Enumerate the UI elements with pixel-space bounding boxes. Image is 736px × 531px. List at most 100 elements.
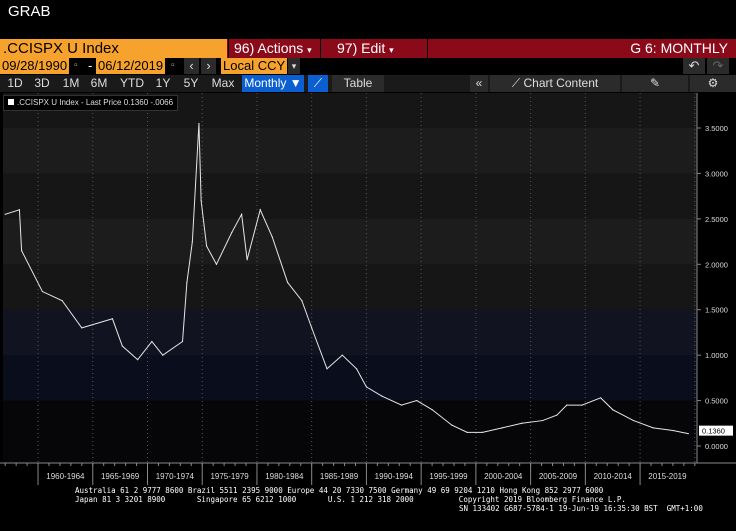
x-tick-label: 1975-1979 <box>210 472 249 481</box>
data-point <box>311 327 313 329</box>
y-tick-label: 0.5000 <box>705 397 728 406</box>
data-point <box>231 231 233 234</box>
data-point <box>672 429 674 432</box>
plot-band <box>3 309 697 356</box>
data-point <box>355 368 358 370</box>
data-point <box>400 404 403 406</box>
next-button[interactable]: › <box>201 58 216 74</box>
date-separator: - <box>88 58 93 73</box>
ticker-input[interactable]: .CCISPX U Index <box>0 39 227 58</box>
data-point <box>365 386 368 388</box>
data-point <box>566 404 568 406</box>
end-date-input[interactable]: 06/12/2019 <box>96 58 166 74</box>
data-point <box>21 250 23 252</box>
x-tick-label: 2010-2014 <box>594 472 633 481</box>
data-point <box>416 399 418 402</box>
data-point <box>151 340 153 343</box>
data-point <box>542 419 544 422</box>
data-point <box>521 422 523 424</box>
x-tick-label: 1980-1984 <box>265 472 304 481</box>
data-point <box>111 318 114 320</box>
data-point <box>287 281 289 284</box>
data-point <box>481 431 484 433</box>
range-1m[interactable]: 1M <box>62 76 80 90</box>
range-ytd[interactable]: YTD <box>120 76 144 90</box>
footer-line-2: Japan 81 3 3201 8900 Singapore 65 6212 1… <box>75 495 626 504</box>
range-1d[interactable]: 1D <box>7 76 23 90</box>
y-tick-label: 1.5000 <box>705 306 728 315</box>
price-chart[interactable]: 1960-1964 1965-1969 1970-1974 1975-1979 1980… <box>0 93 736 485</box>
period-select[interactable]: Monthly ▼ <box>242 75 304 92</box>
chevron-down-icon[interactable]: ▾ <box>288 58 300 74</box>
collapse-button[interactable]: « <box>470 75 488 92</box>
plot-band <box>3 446 697 463</box>
x-tick-label: 1985-1989 <box>320 472 359 481</box>
x-tick-label: 1960-1964 <box>46 472 85 481</box>
data-point <box>18 209 21 211</box>
plot-band <box>3 400 697 446</box>
data-point <box>600 397 602 399</box>
prev-button[interactable]: ‹ <box>184 58 199 74</box>
x-tick-label: 2015-2019 <box>648 472 687 481</box>
data-point <box>186 281 188 284</box>
chart-content-button[interactable]: ⟋ Chart Content <box>490 75 620 92</box>
calendar-icon[interactable]: ▫ <box>171 60 175 71</box>
data-point <box>581 404 583 406</box>
data-point <box>612 409 614 411</box>
calendar-icon[interactable]: ▫ <box>74 60 78 71</box>
data-point <box>81 327 83 329</box>
annotate-icon[interactable]: ✎ <box>622 75 688 92</box>
redo-button[interactable]: ↷ <box>707 58 729 74</box>
data-point <box>4 213 6 215</box>
y-tick-label: 1.0000 <box>705 351 728 360</box>
data-point <box>381 395 383 397</box>
page-title: G 6: MONTHLY <box>630 40 728 56</box>
data-point <box>246 259 248 261</box>
edit-label: 97) Edit <box>337 40 386 56</box>
currency-select[interactable]: Local CCY <box>221 58 287 74</box>
y-tick-label: 2.0000 <box>705 260 728 269</box>
data-point <box>326 368 328 370</box>
y-tick-label: 3.0000 <box>705 169 728 178</box>
gear-icon[interactable]: ⚙ <box>690 75 736 92</box>
last-price-label: 0.1360 <box>702 427 725 436</box>
data-point <box>271 236 273 238</box>
x-tick-label: 1995-1999 <box>429 472 468 481</box>
data-point <box>259 209 261 211</box>
data-point <box>137 359 139 361</box>
actions-label: 96) Actions <box>234 40 304 56</box>
table-button[interactable]: Table <box>332 75 384 92</box>
undo-button[interactable]: ↶ <box>683 58 705 74</box>
range-5y[interactable]: 5Y <box>183 76 199 90</box>
data-point <box>451 424 453 426</box>
y-tick-label: 0.0000 <box>705 442 728 451</box>
data-point <box>431 409 433 411</box>
x-tick-label: 1965-1969 <box>101 472 140 481</box>
x-tick-label: 1990-1994 <box>375 472 414 481</box>
data-point <box>466 431 468 433</box>
data-point <box>206 245 208 247</box>
y-tick-label: 3.5000 <box>705 124 728 133</box>
range-1y[interactable]: 1Y <box>155 76 171 90</box>
x-tick-label: 2000-2004 <box>484 472 523 481</box>
data-point <box>652 427 654 429</box>
data-point <box>215 263 218 265</box>
plot-band <box>3 173 697 219</box>
data-point <box>181 340 184 343</box>
footer-line-1: Australia 61 2 9777 8600 Brazil 5511 239… <box>75 486 604 495</box>
edit-menu[interactable]: 97) Edit ▾ <box>320 39 428 58</box>
last-price-badge <box>699 425 733 436</box>
x-tick-label: 2005-2009 <box>539 472 578 481</box>
range-3d[interactable]: 3D <box>34 76 50 90</box>
line-chart-icon[interactable]: ⟋ <box>308 75 328 92</box>
start-date-input[interactable]: 09/28/1990 <box>0 58 70 74</box>
window-title: GRAB <box>8 3 51 20</box>
plot-band <box>3 128 697 174</box>
actions-menu[interactable]: 96) Actions ▾ <box>228 39 324 58</box>
range-max[interactable]: Max <box>211 76 235 90</box>
data-point <box>61 300 63 302</box>
chart-content-label: Chart Content <box>523 76 599 90</box>
range-6m[interactable]: 6M <box>90 76 108 90</box>
plot-band <box>3 264 697 310</box>
data-point <box>632 419 635 422</box>
